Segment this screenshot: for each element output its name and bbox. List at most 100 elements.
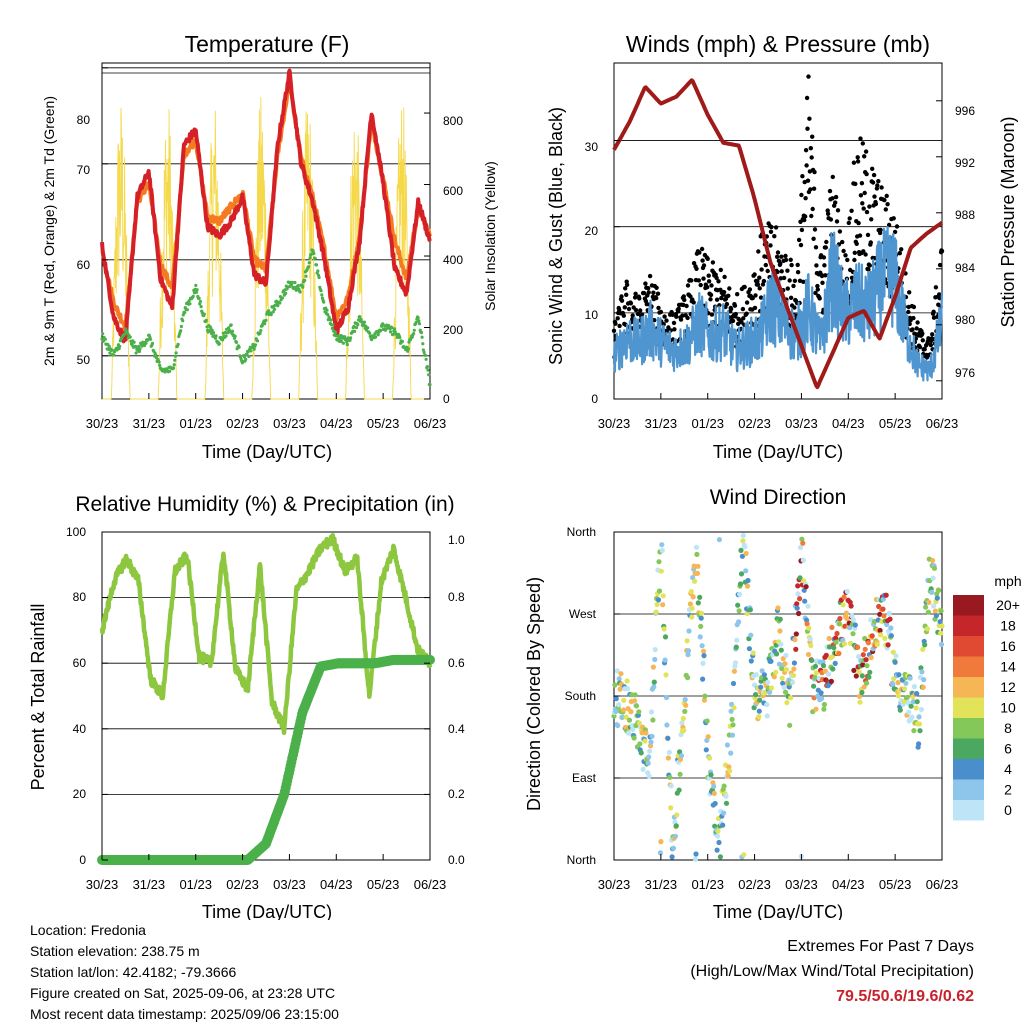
gust-point — [647, 273, 653, 279]
x-tick-label: 03/23 — [273, 877, 306, 892]
direction-point — [624, 678, 630, 684]
gust-point — [768, 243, 773, 248]
direction-point — [800, 540, 806, 546]
direction-point — [934, 595, 940, 601]
direction-point — [618, 671, 624, 677]
gust-point — [694, 266, 699, 271]
gust-point — [792, 278, 798, 283]
x-tick-label: 05/23 — [367, 416, 400, 431]
dewpoint-point — [345, 343, 349, 347]
dewpoint-point — [213, 336, 218, 340]
direction-point — [864, 680, 870, 686]
temperature-x-ticklabels: 30/23 31/23 01/23 02/23 03/23 04/23 05/23 06/23 — [86, 416, 447, 431]
direction-point — [716, 839, 722, 846]
direction-point — [923, 604, 929, 610]
humidity-y-tick-80: 80 — [73, 590, 87, 604]
direction-point — [850, 631, 856, 637]
gust-point — [757, 275, 762, 280]
gust-point — [814, 263, 819, 268]
gust-point — [824, 239, 829, 245]
legend-label: 4 — [1004, 761, 1012, 777]
direction-y-tick-north-bottom: North — [567, 853, 596, 867]
direction-point — [663, 672, 669, 678]
direction-point — [759, 668, 765, 674]
created-text: Figure created on Sat, 2025-09-06, at 23… — [30, 985, 336, 1001]
dewpoint-point — [362, 320, 366, 324]
direction-point — [791, 660, 798, 666]
direction-point — [834, 630, 840, 637]
gust-point — [862, 154, 867, 159]
direction-point — [625, 730, 632, 736]
dewpoint-point — [416, 316, 420, 320]
gust-point — [933, 285, 939, 290]
direction-point — [702, 693, 708, 699]
dewpoint-point — [329, 318, 333, 322]
gust-point — [810, 206, 815, 212]
legend-swatch — [953, 677, 984, 698]
direction-point — [901, 699, 907, 705]
direction-point — [645, 760, 651, 766]
gust-point — [716, 279, 721, 284]
direction-point — [682, 697, 688, 703]
direction-point — [736, 608, 742, 614]
gust-point — [728, 306, 734, 312]
gust-point — [885, 202, 890, 207]
gust-point — [828, 217, 834, 222]
gust-point — [726, 293, 731, 298]
gust-point — [753, 293, 758, 298]
dewpoint-point — [198, 302, 202, 306]
gust-point — [804, 163, 809, 168]
gust-point — [858, 193, 864, 198]
direction-point — [721, 783, 727, 789]
legend-swatch — [953, 718, 984, 739]
dewpoint-point — [421, 342, 425, 346]
direction-point — [752, 692, 759, 698]
gust-point — [807, 116, 812, 121]
direction-point — [748, 658, 754, 664]
dewpoint-point — [199, 305, 203, 309]
extremes-values: 79.5/50.6/19.6/0.62 — [836, 988, 974, 1005]
direction-point — [701, 697, 708, 703]
direction-point — [777, 628, 783, 634]
dewpoint-point — [174, 351, 178, 355]
direction-point — [631, 735, 637, 741]
gust-point — [719, 295, 724, 301]
direction-point — [612, 682, 618, 688]
direction-point — [918, 665, 924, 671]
direction-point — [669, 854, 675, 860]
direction-point — [656, 588, 663, 594]
station-pressure-line — [612, 78, 944, 390]
gust-point — [906, 309, 911, 315]
x-tick-label: 31/23 — [645, 877, 678, 892]
direction-point — [715, 833, 721, 839]
direction-point — [700, 660, 706, 667]
gust-point — [768, 229, 774, 234]
direction-point — [864, 663, 870, 669]
gust-point — [931, 315, 937, 320]
dewpoint-point — [181, 313, 185, 317]
direction-point — [907, 675, 913, 681]
gust-point — [742, 284, 747, 290]
direction-point — [781, 684, 787, 691]
x-tick-label: 05/23 — [879, 877, 912, 892]
direction-point — [665, 755, 672, 761]
direction-point — [778, 641, 784, 647]
gust-point — [920, 331, 925, 336]
temperature-ylabel-left: 2m & 9m T (Red, Orange) & 2m Td (Green) — [41, 96, 57, 366]
gust-point — [705, 285, 710, 290]
direction-point — [694, 551, 700, 558]
direction-point — [733, 644, 739, 650]
gust-point — [861, 206, 866, 211]
direction-point — [726, 764, 732, 770]
gust-point — [858, 136, 863, 141]
humidity-y-tick-60: 60 — [73, 656, 87, 670]
temperature-y2-tick-800: 800 — [443, 114, 463, 128]
direction-point — [648, 709, 655, 715]
gust-point — [914, 326, 919, 331]
direction-point — [797, 575, 803, 581]
gust-point — [685, 283, 691, 288]
direction-point — [630, 726, 636, 733]
direction-point — [742, 544, 748, 550]
dewpoint-point — [245, 352, 249, 356]
gust-point — [795, 270, 801, 275]
